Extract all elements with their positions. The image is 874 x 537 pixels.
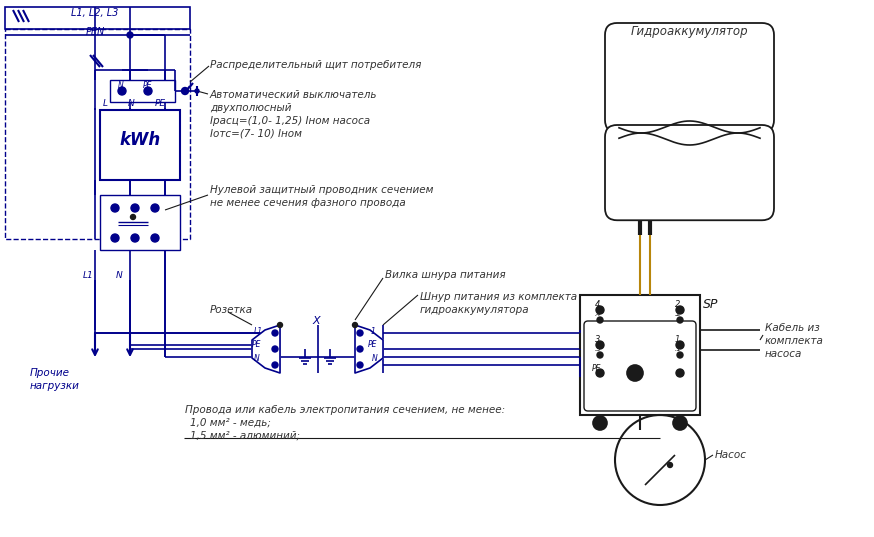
Bar — [5, 7, 190, 29]
Text: PE: PE — [155, 99, 166, 108]
Text: двухполюсный: двухполюсный — [210, 103, 292, 113]
Text: Распределительный щит потребителя: Распределительный щит потребителя — [210, 60, 421, 70]
Text: PE: PE — [252, 340, 261, 349]
Circle shape — [627, 365, 643, 381]
Circle shape — [118, 87, 126, 95]
Circle shape — [144, 87, 152, 95]
Text: PEN: PEN — [86, 27, 105, 37]
Circle shape — [597, 317, 603, 323]
FancyBboxPatch shape — [605, 23, 774, 132]
Text: 1,0 мм² - медь;: 1,0 мм² - медь; — [190, 418, 271, 428]
Text: насоса: насоса — [765, 349, 802, 359]
Text: PE: PE — [368, 340, 378, 349]
Circle shape — [352, 323, 357, 328]
Circle shape — [593, 416, 607, 430]
Text: Провода или кабель электропитания сечением, не менее:: Провода или кабель электропитания сечени… — [185, 405, 505, 415]
Bar — [100, 195, 180, 250]
Circle shape — [272, 346, 278, 352]
Bar — [5, 29, 190, 239]
Text: N: N — [116, 271, 122, 280]
Text: не менее сечения фазного провода: не менее сечения фазного провода — [210, 198, 406, 208]
Text: Прочие: Прочие — [30, 368, 70, 378]
Text: Розетка: Розетка — [210, 305, 253, 315]
Circle shape — [676, 369, 684, 377]
Text: X: X — [312, 316, 320, 326]
Text: Шнур питания из комплекта: Шнур питания из комплекта — [420, 292, 577, 302]
Circle shape — [127, 32, 133, 38]
Circle shape — [111, 234, 119, 242]
Text: гидроаккумулятора: гидроаккумулятора — [420, 305, 530, 315]
Text: N: N — [128, 99, 135, 108]
Circle shape — [195, 89, 199, 93]
Text: 4: 4 — [595, 300, 600, 309]
Circle shape — [357, 346, 363, 352]
Text: .2: .2 — [675, 311, 682, 317]
Text: .3: .3 — [595, 346, 602, 352]
Text: Вилка шнура питания: Вилка шнура питания — [385, 270, 506, 280]
Text: Iрасц=(1,0- 1,25) Iном насоса: Iрасц=(1,0- 1,25) Iном насоса — [210, 116, 370, 126]
Circle shape — [130, 214, 135, 220]
Circle shape — [677, 352, 683, 358]
Circle shape — [596, 341, 604, 349]
Text: 3: 3 — [595, 335, 600, 344]
Text: Гидроаккумулятор: Гидроаккумулятор — [631, 25, 748, 38]
Text: L1, L2, L3: L1, L2, L3 — [72, 8, 119, 18]
Text: .1: .1 — [675, 346, 682, 352]
Text: Автоматический выключатель: Автоматический выключатель — [210, 90, 378, 100]
Circle shape — [272, 362, 278, 368]
Text: 1,5 мм² - алюминий;: 1,5 мм² - алюминий; — [190, 431, 300, 441]
Circle shape — [278, 323, 282, 328]
Circle shape — [596, 369, 604, 377]
Bar — [100, 110, 180, 180]
Circle shape — [131, 234, 139, 242]
Circle shape — [597, 352, 603, 358]
Circle shape — [676, 306, 684, 314]
Circle shape — [596, 306, 604, 314]
Polygon shape — [355, 325, 383, 373]
Text: Нулевой защитный проводник сечением: Нулевой защитный проводник сечением — [210, 185, 434, 195]
Bar — [580, 295, 700, 415]
Circle shape — [182, 88, 189, 95]
FancyBboxPatch shape — [584, 321, 696, 411]
Circle shape — [131, 204, 139, 212]
Text: SP: SP — [703, 298, 718, 311]
Text: N: N — [254, 354, 260, 363]
Bar — [110, 80, 175, 102]
Circle shape — [676, 341, 684, 349]
Polygon shape — [252, 325, 280, 373]
Circle shape — [151, 204, 159, 212]
Circle shape — [111, 204, 119, 212]
Circle shape — [673, 416, 687, 430]
Text: L1: L1 — [83, 271, 94, 280]
Text: Насос: Насос — [715, 450, 747, 460]
Text: 2: 2 — [675, 300, 680, 309]
Text: Iотс=(7- 10) Iном: Iотс=(7- 10) Iном — [210, 129, 302, 139]
Text: PE: PE — [143, 81, 152, 90]
Circle shape — [272, 330, 278, 336]
Circle shape — [668, 462, 672, 468]
Text: 1: 1 — [371, 327, 376, 336]
Text: L: L — [103, 99, 108, 108]
Circle shape — [677, 317, 683, 323]
FancyBboxPatch shape — [605, 125, 774, 220]
Text: N: N — [372, 354, 378, 363]
Text: комплекта: комплекта — [765, 336, 824, 346]
Circle shape — [151, 234, 159, 242]
Circle shape — [357, 330, 363, 336]
Text: L1: L1 — [254, 327, 263, 336]
Text: kWh: kWh — [120, 131, 161, 149]
Text: 1: 1 — [675, 335, 680, 344]
Text: .4: .4 — [595, 311, 602, 317]
Text: N: N — [118, 81, 124, 90]
Circle shape — [357, 362, 363, 368]
Text: PE: PE — [592, 364, 601, 373]
Text: нагрузки: нагрузки — [30, 381, 80, 391]
Text: Кабель из: Кабель из — [765, 323, 820, 333]
